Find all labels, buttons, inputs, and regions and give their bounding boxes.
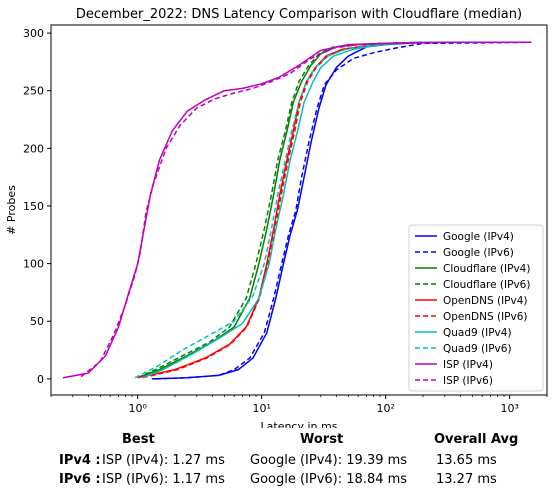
x-axis: 10⁰ 10¹ 10² 10³ [50,395,548,415]
y-tick-label: 0 [37,373,44,386]
x-tick-label: 10⁰ [128,402,147,415]
ipv6-worst: Google (IPv6): 18.84 ms [250,472,408,487]
y-axis-label: # Probes [5,185,18,235]
legend-label: ISP (IPv6) [443,375,493,387]
ipv4-worst: Google (IPv4): 19.39 ms [250,453,408,468]
legend-label: OpenDNS (IPv4) [443,295,528,307]
best-header: Best [122,432,155,447]
y-tick-label: 150 [23,200,44,213]
series-line [151,41,532,380]
y-tick-label: 200 [23,142,44,155]
y-axis: 0 50 100 150 200 250 300 [23,27,51,386]
x-tick-label: 10¹ [252,402,270,415]
ipv6-avg: 13.27 ms [436,472,497,487]
legend-box [408,224,544,392]
y-tick-label: 50 [30,315,44,328]
y-tick-label: 100 [23,258,44,271]
ipv4-best: ISP (IPv4): 1.27 ms [102,453,225,468]
series-line [142,41,532,379]
legend: Google (IPv4) Google (IPv6) Cloudflare (IP… [408,224,544,392]
x-axis-label: Latency in ms [261,420,338,428]
x-tick-label: 10² [376,402,394,415]
legend-label: ISP (IPv4) [443,359,493,371]
summary-table: Best Worst Overall Avg IPv4 : ISP (IPv4)… [0,428,555,496]
legend-label: Google (IPv6) [443,247,514,259]
ipv6-row-label: IPv6 : [59,472,101,487]
legend-label: Quad9 (IPv6) [443,343,512,355]
worst-header: Worst [300,432,344,447]
ipv4-row-label: IPv4 : [59,453,101,468]
overall-avg-header: Overall Avg [434,432,519,447]
legend-label: Google (IPv4) [443,231,514,243]
y-tick-label: 300 [23,27,44,40]
x-tick-label: 10³ [500,402,518,415]
series-line [142,41,532,379]
legend-label: OpenDNS (IPv6) [443,311,528,323]
series-line [134,41,532,379]
ipv4-avg: 13.65 ms [436,453,497,468]
legend-label: Cloudflare (IPv6) [443,279,530,291]
latency-cdf-chart: December_2022: DNS Latency Comparison wi… [5,7,548,428]
series-line [155,41,532,380]
legend-label: Cloudflare (IPv4) [443,263,530,275]
chart-title: December_2022: DNS Latency Comparison wi… [76,7,522,22]
series-lines [62,41,532,380]
legend-label: Quad9 (IPv4) [443,327,512,339]
y-tick-label: 250 [23,85,44,98]
ipv6-best: ISP (IPv6): 1.17 ms [102,472,225,487]
